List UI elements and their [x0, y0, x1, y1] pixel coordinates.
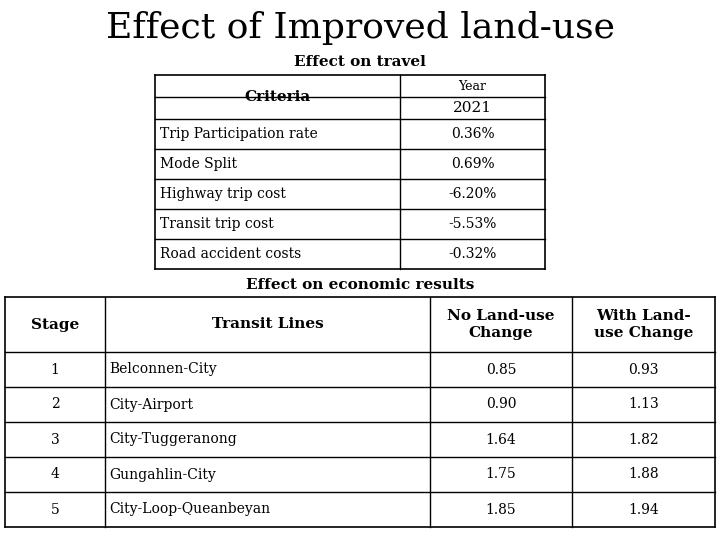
Text: -5.53%: -5.53%: [449, 217, 497, 231]
Text: Effect on travel: Effect on travel: [294, 55, 426, 69]
Text: Trip Participation rate: Trip Participation rate: [160, 127, 318, 141]
Text: Stage: Stage: [31, 318, 79, 332]
Text: 1.82: 1.82: [628, 433, 659, 447]
Text: 1.75: 1.75: [485, 468, 516, 482]
Text: No Land-use
Change: No Land-use Change: [447, 309, 554, 340]
Text: 0.93: 0.93: [629, 362, 659, 376]
Text: 2: 2: [50, 397, 59, 411]
Text: Year: Year: [459, 79, 487, 92]
Text: Belconnen-City: Belconnen-City: [109, 362, 217, 376]
Text: 1.13: 1.13: [628, 397, 659, 411]
Text: 1.88: 1.88: [628, 468, 659, 482]
Text: 0.36%: 0.36%: [451, 127, 495, 141]
Text: 1.85: 1.85: [486, 503, 516, 516]
Text: Criteria: Criteria: [244, 90, 310, 104]
Text: Effect on economic results: Effect on economic results: [246, 278, 474, 292]
Text: City-Loop-Queanbeyan: City-Loop-Queanbeyan: [109, 503, 270, 516]
Text: Effect of Improved land-use: Effect of Improved land-use: [106, 11, 614, 45]
Text: 1.64: 1.64: [485, 433, 516, 447]
Text: Transit trip cost: Transit trip cost: [160, 217, 274, 231]
Text: 1.94: 1.94: [628, 503, 659, 516]
Text: Road accident costs: Road accident costs: [160, 247, 301, 261]
Text: -6.20%: -6.20%: [449, 187, 497, 201]
Text: 5: 5: [50, 503, 59, 516]
Text: 1: 1: [50, 362, 60, 376]
Text: Transit Lines: Transit Lines: [212, 318, 323, 332]
Text: Highway trip cost: Highway trip cost: [160, 187, 286, 201]
Text: City-Airport: City-Airport: [109, 397, 193, 411]
Text: Gungahlin-City: Gungahlin-City: [109, 468, 216, 482]
Text: 2021: 2021: [453, 101, 492, 115]
Text: 3: 3: [50, 433, 59, 447]
Text: 4: 4: [50, 468, 60, 482]
Text: City-Tuggeranong: City-Tuggeranong: [109, 433, 237, 447]
Text: Mode Split: Mode Split: [160, 157, 237, 171]
Text: 0.85: 0.85: [486, 362, 516, 376]
Text: With Land-
use Change: With Land- use Change: [594, 309, 693, 340]
Text: -0.32%: -0.32%: [449, 247, 497, 261]
Text: 0.69%: 0.69%: [451, 157, 495, 171]
Text: 0.90: 0.90: [486, 397, 516, 411]
